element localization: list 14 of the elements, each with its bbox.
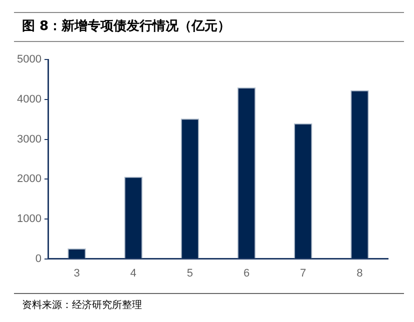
y-tick-label: 0 xyxy=(35,252,42,265)
x-tick-label: 7 xyxy=(300,267,306,280)
y-tick-label: 3000 xyxy=(16,133,42,146)
y-tick-label: 4000 xyxy=(16,93,42,106)
x-tick-label: 3 xyxy=(74,267,80,280)
y-tick-label: 2000 xyxy=(16,173,42,186)
x-tick-label: 4 xyxy=(130,267,136,280)
x-tick-label: 5 xyxy=(186,267,194,280)
text: 资料来源：经济研究所整理 xyxy=(14,293,404,312)
chart-title: 图 8：新增专项债发行情况（亿元） xyxy=(14,12,404,42)
x-tick-label: 6 xyxy=(243,267,250,280)
y-tick-label: 1000 xyxy=(16,212,42,225)
x-tick-label: 8 xyxy=(356,267,363,280)
y-tick-label: 5000 xyxy=(16,54,42,66)
